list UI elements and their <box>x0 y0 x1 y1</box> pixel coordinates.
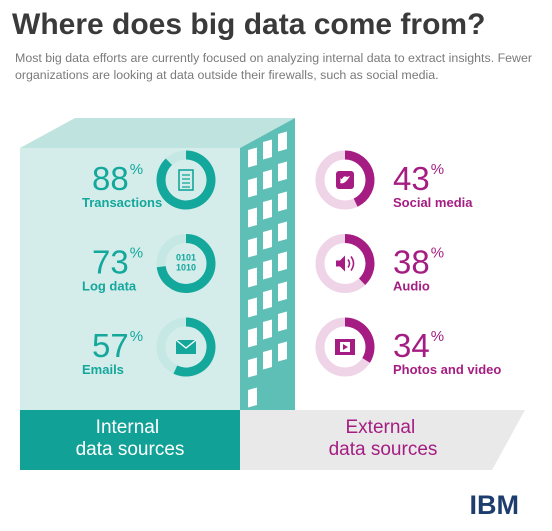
window <box>278 131 287 152</box>
value-label: 38 <box>393 244 430 281</box>
donut-arc <box>156 234 216 293</box>
window <box>248 357 257 378</box>
window <box>263 229 272 250</box>
icon-text: 0101 <box>176 253 196 263</box>
value-label: 43 <box>393 160 430 197</box>
unit-label: % <box>431 328 444 345</box>
icon <box>336 255 345 272</box>
window <box>278 341 287 362</box>
group-label: Internal data sources <box>76 417 185 460</box>
window <box>248 387 257 408</box>
window <box>263 169 272 190</box>
window <box>263 289 272 310</box>
window <box>248 327 257 348</box>
value-label: 73 <box>92 244 129 281</box>
donut-arc <box>156 150 216 210</box>
window <box>263 349 272 370</box>
window <box>263 199 272 220</box>
window <box>278 191 287 212</box>
title: Where does big data come from? <box>12 8 485 41</box>
external-base <box>240 410 525 470</box>
icon <box>343 344 348 350</box>
donut-arc <box>344 317 375 363</box>
value-label: 88 <box>92 160 129 197</box>
icon <box>340 176 350 184</box>
window <box>248 177 257 198</box>
icon <box>178 169 194 191</box>
donut-arc <box>344 234 375 285</box>
unit-label: % <box>130 245 143 262</box>
category-label: Log data <box>82 279 137 294</box>
subtitle: Most big data efforts are currently focu… <box>15 51 533 82</box>
window <box>263 259 272 280</box>
logo: IBM <box>470 490 520 520</box>
window <box>248 207 257 228</box>
window <box>278 311 287 332</box>
category-label: Emails <box>82 362 124 377</box>
window <box>278 251 287 272</box>
category-label: Photos and video <box>393 362 501 377</box>
icon <box>175 339 197 349</box>
unit-label: % <box>431 245 444 262</box>
window <box>278 281 287 302</box>
category-label: Audio <box>393 279 430 294</box>
donut-arc <box>344 150 375 207</box>
value-label: 57 <box>92 327 129 364</box>
internal-base <box>20 410 240 470</box>
value-label: 34 <box>393 327 430 364</box>
unit-label: % <box>130 161 143 178</box>
window <box>263 139 272 160</box>
window <box>278 221 287 242</box>
window <box>248 147 257 168</box>
window <box>248 297 257 318</box>
window <box>248 267 257 288</box>
donut-arc <box>173 317 216 377</box>
window <box>248 237 257 258</box>
window <box>278 161 287 182</box>
category-label: Social media <box>393 195 473 210</box>
unit-label: % <box>431 161 444 178</box>
icon-text: 1010 <box>176 263 196 273</box>
category-label: Transactions <box>82 195 162 210</box>
icon <box>347 256 355 271</box>
unit-label: % <box>130 328 143 345</box>
group-label: External data sources <box>329 417 438 460</box>
building-top <box>20 118 295 148</box>
window <box>263 319 272 340</box>
